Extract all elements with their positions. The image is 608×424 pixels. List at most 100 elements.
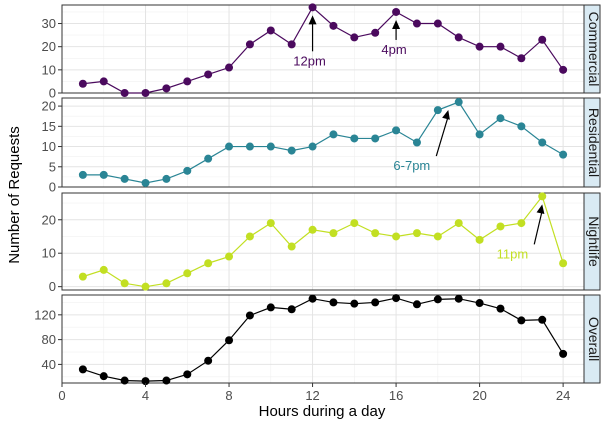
data-point [183,269,192,278]
data-point [475,235,484,244]
y-tick-label: 120 [34,307,56,322]
data-point [538,35,547,44]
data-point [183,370,192,379]
y-tick-label: 30 [42,16,56,31]
data-point [287,146,296,155]
data-point [559,349,568,358]
annotation-arrow-head [536,204,545,214]
data-point [392,232,401,241]
data-point [308,142,317,151]
data-point [371,229,380,238]
panel-residential: Residential 0 5 10 15 20 6-7pm [42,97,602,195]
annotation-label: 12pm [293,53,326,68]
data-point [99,77,108,86]
panel-border [61,294,585,384]
y-tick-label: 0 [49,180,56,195]
data-point [475,42,484,51]
y-tick-label: 10 [42,139,56,154]
data-point [204,259,213,268]
data-point [517,219,526,228]
data-point [329,298,338,307]
data-point [78,272,87,281]
data-point [350,219,359,228]
data-point [141,178,150,187]
y-tick-label: 10 [42,246,56,261]
y-tick-label: 15 [42,119,56,134]
data-point [433,295,442,304]
panel-border [61,192,585,291]
data-point [350,134,359,143]
annotation-arrow-head [392,19,401,29]
data-point [120,89,129,97]
y-tick-label: 40 [42,357,56,372]
data-point [350,299,359,308]
panel-overall: Overall 40 80 120 [34,294,602,386]
data-point [141,377,150,386]
data-point [99,372,108,381]
annotation-arrow-head [442,110,450,120]
y-tick-label: 20 [42,99,56,114]
data-point [162,174,171,183]
annotation-label: 11pm [497,246,529,261]
data-point [392,126,401,135]
data-point [412,19,421,28]
panels: Commercial 0 10 20 30 12pm 4pm Residential 0 5 10 1… [34,3,602,403]
x-tick-label: 20 [472,388,486,403]
x-axis-title: Hours during a day [259,403,386,420]
data-point [329,130,338,139]
x-tick-label: 16 [389,388,403,403]
data-point [559,65,568,74]
series-line-commercial [82,6,564,94]
facet-strip [583,97,601,188]
data-point [266,303,275,312]
x-tick-label: 24 [556,388,570,403]
data-point [559,259,568,268]
data-point [559,150,568,159]
data-point [225,252,234,261]
series-line-residential [82,101,564,184]
facet-strip-label: Residential [586,108,602,177]
data-point [120,376,129,385]
data-point [162,84,171,93]
y-tick-label: 0 [49,86,56,101]
data-point [412,300,421,309]
annotation-arrow-head [308,15,317,25]
data-point [517,316,526,325]
data-point [329,21,338,30]
y-tick-label: 20 [42,39,56,54]
data-point [517,54,526,63]
data-point [454,33,463,42]
y-tick-label: 20 [42,212,56,227]
data-point [371,134,380,143]
data-point [392,7,401,16]
annotation-arrow-shaft [435,115,449,157]
data-point [454,294,463,303]
data-point [245,142,254,151]
annotation-arrow-shaft [533,210,543,245]
series-line-nightlife [82,195,564,288]
data-point [496,114,505,123]
panel-nightlife: Nightlife 0 10 20 11pm [42,192,602,294]
data-point [266,219,275,228]
data-point [308,225,317,234]
data-point [475,130,484,139]
data-point [496,222,505,231]
data-point [412,138,421,147]
annotation-label: 4pm [381,42,406,57]
data-point [538,138,547,147]
data-point [287,40,296,49]
data-point [308,3,317,12]
data-point [433,19,442,28]
data-point [475,299,484,308]
panel-commercial: Commercial 0 10 20 30 12pm 4pm [42,3,602,101]
data-point [225,63,234,72]
data-point [141,282,150,291]
x-tick-label: 8 [225,388,232,403]
x-tick-label: 0 [58,388,65,403]
data-point [538,315,547,324]
facet-strip [583,294,601,384]
y-axis-title: Number of Requests [6,126,23,264]
data-point [225,142,234,151]
data-point [392,294,401,303]
